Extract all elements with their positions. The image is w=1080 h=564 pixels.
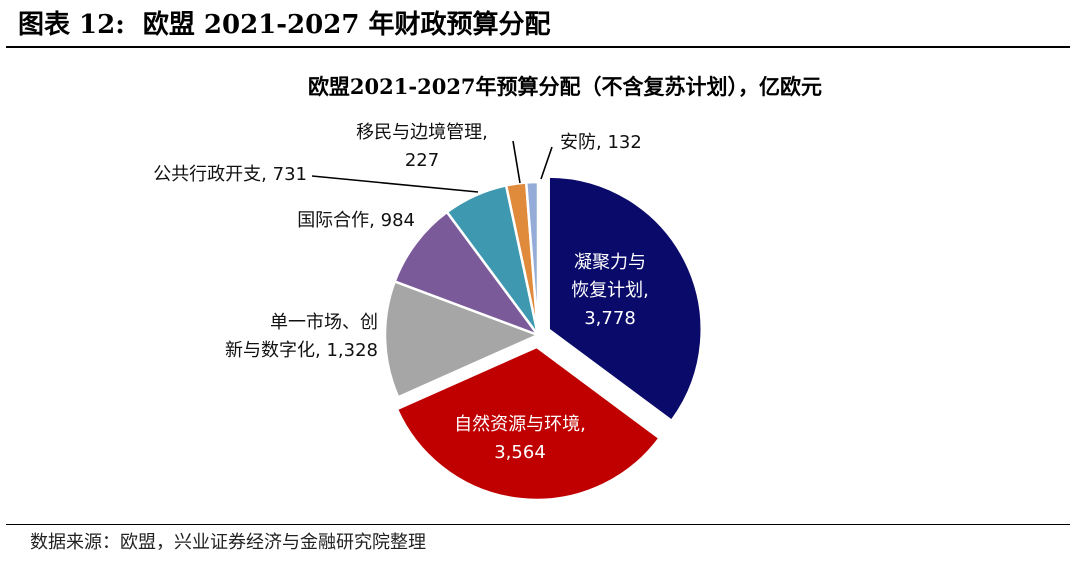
figure-number: 图表 12: bbox=[18, 10, 125, 40]
pie-slice-2 bbox=[395, 345, 662, 502]
slice-label-2: 自然资源与环境, bbox=[454, 414, 586, 435]
slice-label-7: 安防, 132 bbox=[560, 132, 642, 153]
slice-label-3: 单一市场、创 bbox=[270, 312, 378, 333]
leader-line-7 bbox=[540, 146, 553, 180]
footer-rule bbox=[6, 524, 1070, 525]
pie-slice-1 bbox=[547, 175, 703, 423]
slice-label-3: 新与数字化, 1,328 bbox=[225, 340, 378, 361]
figure-header: 图表 12: 欧盟 2021-2027 年财政预算分配 bbox=[18, 8, 1068, 42]
source-note: 数据来源：欧盟，兴业证券经济与金融研究院整理 bbox=[30, 532, 426, 553]
header-rule bbox=[6, 46, 1070, 48]
leader-line-6 bbox=[512, 140, 521, 184]
slice-value-1: 3,778 bbox=[584, 308, 636, 329]
pie-slice-4 bbox=[393, 210, 542, 338]
slice-label-4: 国际合作, 984 bbox=[297, 210, 415, 231]
slice-label-1: 凝聚力与 bbox=[574, 252, 646, 273]
slice-value-2: 3,564 bbox=[494, 442, 546, 463]
chart-title: 欧盟2021-2027年预算分配（不含复苏计划），亿欧元 bbox=[308, 74, 822, 99]
slice-label-1: 恢复计划, bbox=[571, 280, 649, 301]
pie-slice-3 bbox=[383, 279, 542, 399]
pie-slices bbox=[383, 175, 703, 502]
leader-lines bbox=[311, 140, 553, 193]
figure-title: 欧盟 2021-2027 年财政预算分配 bbox=[142, 10, 551, 40]
slice-value-6: 227 bbox=[405, 150, 439, 171]
pie-slice-7 bbox=[524, 180, 540, 336]
leader-line-5 bbox=[311, 175, 479, 193]
slice-label-6: 移民与边境管理, bbox=[356, 122, 488, 143]
slice-label-5: 公共行政开支, 731 bbox=[153, 164, 307, 185]
